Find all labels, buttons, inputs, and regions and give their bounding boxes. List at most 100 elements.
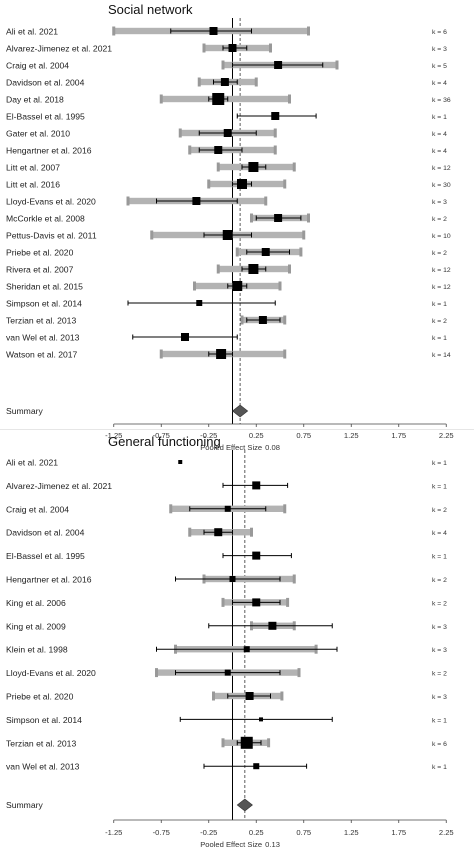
point-estimate (214, 528, 223, 537)
prediction-interval-cap (169, 504, 173, 514)
study-count-label: k = 3 (432, 199, 447, 206)
point-estimate (232, 281, 243, 291)
study-label: King et al. 2009 (6, 621, 66, 631)
study-row: Terzian et al. 2013 k = 6 (6, 736, 447, 749)
study-row: Rivera et al. 2007 k = 12 (6, 264, 451, 275)
point-estimate (258, 316, 267, 324)
summary-label: Summary (6, 406, 43, 416)
study-label: Terzian et al. 2013 (6, 738, 76, 748)
study-count-label: k = 1 (432, 717, 447, 724)
x-tick-label: 0.75 (296, 431, 311, 440)
study-row: Hengartner et al. 2016 k = 4 (6, 145, 447, 156)
prediction-interval-cap (335, 60, 339, 70)
study-count-label: k = 1 (432, 335, 447, 342)
study-row: Day et al. 2018 k = 36 (6, 93, 451, 105)
x-tick-label: 2.25 (439, 431, 454, 440)
study-count-label: k = 30 (432, 182, 451, 189)
study-count-label: k = 14 (432, 352, 451, 359)
prediction-interval-cap (292, 162, 296, 172)
study-label: Litt et al. 2007 (6, 163, 60, 173)
prediction-interval-cap (288, 94, 291, 104)
study-count-label: k = 1 (432, 301, 447, 308)
study-row: van Wel et al. 2013 k = 1 (6, 762, 447, 772)
study-count-label: k = 6 (432, 741, 447, 748)
study-row: Terzian et al. 2013 k = 2 (6, 315, 447, 326)
social-network-panel: Social network Ali et al. 2021 k = 6 Alvar… (0, 0, 474, 452)
prediction-interval-cap (278, 281, 282, 291)
study-count-label: k = 2 (432, 318, 447, 325)
study-row: Lloyd-Evans et al. 2020 k = 3 (6, 196, 447, 207)
x-tick-label: 1.25 (344, 828, 359, 837)
point-estimate (268, 621, 277, 630)
prediction-interval-cap (307, 26, 310, 36)
study-row: Ali et al. 2021 k = 6 (6, 26, 447, 37)
study-row: Sheridan et al. 2015 k = 12 (6, 281, 451, 292)
prediction-interval-cap (269, 43, 272, 53)
forest-plot-social-network: Ali et al. 2021 k = 6 Alvarez-Jimenez et a… (6, 18, 454, 452)
x-tick-label: 1.75 (391, 828, 406, 837)
point-estimate (178, 460, 183, 464)
x-tick-label: 0.75 (296, 828, 311, 837)
point-estimate (192, 197, 201, 205)
point-estimate (274, 214, 283, 222)
prediction-interval-cap (235, 247, 239, 257)
study-row: Davidson et al. 2004 k = 4 (6, 527, 447, 538)
prediction-interval-cap (216, 264, 220, 274)
point-estimate (243, 646, 250, 653)
point-estimate (237, 179, 247, 189)
x-tick-label: 1.25 (344, 431, 359, 440)
x-axis-label-prefix: Pooled Effect Size (200, 443, 262, 452)
study-row: Craig et al. 2004 k = 2 (6, 504, 447, 514)
point-estimate (224, 505, 231, 512)
study-count-label: k = 3 (432, 624, 447, 631)
study-row: Priebe et al. 2020 k = 3 (6, 691, 447, 702)
study-row: Simpson et al. 2014 k = 1 (6, 299, 447, 309)
prediction-interval-cap (216, 162, 220, 172)
study-label: Ali et al. 2021 (6, 458, 58, 468)
study-row: van Wel et al. 2013 k = 1 (6, 333, 447, 343)
prediction-interval-cap (273, 145, 277, 155)
prediction-interval-cap (250, 527, 253, 537)
study-label: Pettus-Davis et al. 2011 (6, 231, 97, 241)
x-tick-label: -0.75 (153, 431, 170, 440)
study-count-label: k = 4 (432, 80, 447, 87)
study-count-label: k = 12 (432, 165, 451, 172)
prediction-interval-cap (112, 26, 116, 36)
study-row: Litt et al. 2007 k = 12 (6, 162, 451, 173)
study-label: van Wel et al. 2013 (6, 762, 80, 772)
study-label: Sheridan et al. 2015 (6, 282, 83, 292)
study-row: Klein et al. 1998 k = 3 (6, 644, 447, 655)
point-estimate (216, 349, 227, 359)
point-estimate (248, 162, 259, 172)
study-label: Lloyd-Evans et al. 2020 (6, 668, 96, 678)
study-label: El-Bassel et al. 1995 (6, 112, 85, 122)
x-tick-label: -0.75 (153, 828, 170, 837)
study-row: Craig et al. 2004 k = 5 (6, 60, 447, 71)
study-row: Watson et al. 2017 k = 14 (6, 349, 451, 360)
x-tick-label: -0.25 (200, 828, 217, 837)
prediction-interval-cap (178, 128, 182, 138)
study-label: Priebe et al. 2020 (6, 248, 74, 258)
study-count-label: k = 1 (432, 114, 447, 121)
x-axis-label: Pooled Effect Size 0.13 (200, 840, 280, 849)
prediction-interval-cap (297, 668, 301, 678)
prediction-interval-cap (193, 281, 196, 291)
point-estimate (248, 264, 259, 274)
summary-diamond (232, 404, 249, 418)
x-tick-label: -0.25 (200, 431, 217, 440)
point-estimate (222, 230, 233, 240)
study-count-label: k = 4 (432, 131, 447, 138)
study-label: Ali et al. 2021 (6, 27, 58, 37)
study-row: Alvarez-Jimenez et al. 2021 k = 1 (6, 481, 447, 491)
study-row: Davidson et al. 2004 k = 4 (6, 77, 447, 88)
point-estimate (271, 112, 280, 120)
prediction-interval-cap (283, 504, 287, 514)
point-estimate (209, 27, 218, 35)
study-row: Simpson et al. 2014 k = 1 (6, 715, 447, 725)
study-row: Lloyd-Evans et al. 2020 k = 2 (6, 668, 447, 678)
forest-plot-general-functioning: Ali et al. 2021 k = 1 Alvarez-Jimenez et a… (6, 450, 454, 849)
prediction-interval-cap (207, 179, 211, 189)
x-tick-label: 2.25 (439, 828, 454, 837)
study-count-label: k = 2 (432, 577, 447, 584)
point-estimate (220, 78, 229, 86)
